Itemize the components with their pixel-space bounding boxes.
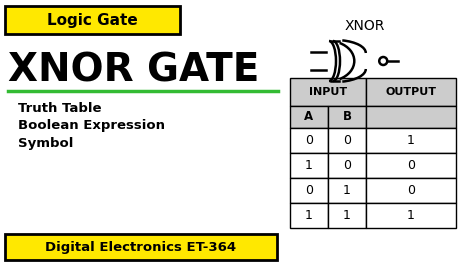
Text: 1: 1: [407, 134, 415, 147]
Text: 1: 1: [407, 209, 415, 222]
Bar: [5, 6, 180, 34]
Text: OUTPUT: OUTPUT: [385, 87, 437, 97]
Text: 0: 0: [407, 184, 415, 197]
Bar: [290, 78, 366, 106]
Text: 0: 0: [407, 159, 415, 172]
Bar: [366, 78, 456, 106]
Text: 1: 1: [305, 209, 313, 222]
Text: 1: 1: [343, 184, 351, 197]
Bar: [5, 234, 277, 260]
Bar: [328, 128, 366, 153]
Text: B: B: [343, 110, 352, 123]
Text: INPUT: INPUT: [309, 87, 347, 97]
Bar: [366, 106, 456, 128]
Bar: [366, 178, 456, 203]
Text: 1: 1: [343, 209, 351, 222]
Bar: [290, 178, 328, 203]
Text: XNOR: XNOR: [345, 19, 385, 33]
Bar: [290, 128, 328, 153]
Bar: [290, 203, 328, 228]
Bar: [328, 203, 366, 228]
Bar: [328, 153, 366, 178]
Text: Boolean Expression: Boolean Expression: [18, 119, 165, 132]
Text: 1: 1: [305, 159, 313, 172]
Text: Symbol: Symbol: [18, 138, 73, 151]
Text: 0: 0: [343, 159, 351, 172]
Bar: [366, 128, 456, 153]
Text: 0: 0: [343, 134, 351, 147]
Text: XNOR GATE: XNOR GATE: [8, 52, 259, 90]
Bar: [290, 153, 328, 178]
Bar: [366, 203, 456, 228]
Bar: [328, 178, 366, 203]
Bar: [328, 106, 366, 128]
Text: Digital Electronics ET-364: Digital Electronics ET-364: [46, 240, 237, 253]
Text: Truth Table: Truth Table: [18, 102, 101, 114]
Bar: [366, 153, 456, 178]
Circle shape: [379, 57, 387, 65]
Text: 0: 0: [305, 134, 313, 147]
Bar: [290, 106, 328, 128]
Text: 0: 0: [305, 184, 313, 197]
Text: A: A: [304, 110, 314, 123]
Text: Logic Gate: Logic Gate: [46, 13, 137, 27]
